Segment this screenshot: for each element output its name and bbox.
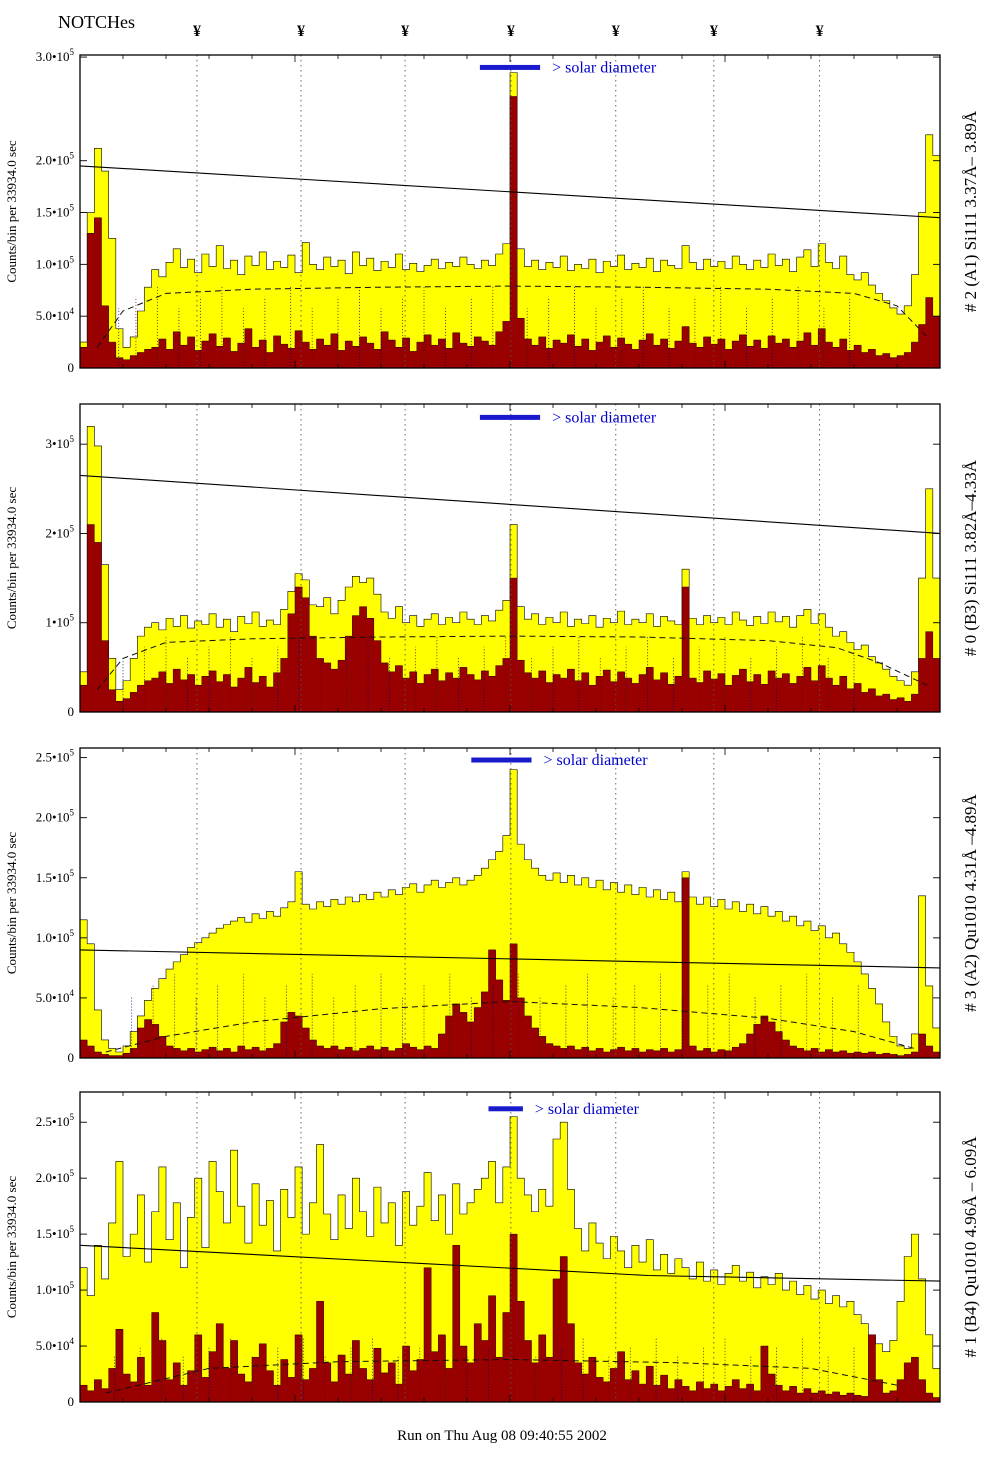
y-tick-label: 5.0•104 bbox=[36, 988, 75, 1005]
trend-line bbox=[79, 474, 941, 534]
background-dashed-curve bbox=[105, 1000, 915, 1053]
y-tick-label: 2.0•105 bbox=[36, 1168, 75, 1185]
y-tick-label: 0 bbox=[68, 360, 75, 375]
solar-diameter-bar bbox=[488, 1106, 523, 1112]
notch-symbol-6: ¥ bbox=[710, 23, 718, 40]
solar-diameter-bar bbox=[471, 757, 532, 763]
notch-symbol-1: ¥ bbox=[193, 23, 201, 40]
notch-symbol-4: ¥ bbox=[507, 23, 515, 40]
y-tick-label: 1.0•105 bbox=[36, 254, 75, 271]
y-tick-label: 1.5•105 bbox=[36, 1224, 75, 1241]
y-tick-label: 3.0•105 bbox=[36, 47, 75, 64]
y-tick-label: 2.5•105 bbox=[36, 748, 75, 765]
notch-symbol-3: ¥ bbox=[401, 23, 409, 40]
solar-diameter-label: > solar diameter bbox=[552, 409, 657, 426]
trend-line bbox=[79, 1244, 941, 1282]
right-panel-label: # 3 (A2) Qu1010 4.31Å –4.89Å bbox=[961, 793, 980, 1011]
notch-symbol-7: ¥ bbox=[816, 23, 824, 40]
trend-line bbox=[79, 165, 941, 219]
red-histogram bbox=[79, 877, 941, 1059]
footer-run-text: Run on Thu Aug 08 09:40:55 2002 bbox=[397, 1428, 607, 1444]
red-histogram bbox=[79, 96, 941, 369]
y-tick-label: 1.0•105 bbox=[36, 928, 75, 945]
red-histogram bbox=[79, 1233, 941, 1403]
y-tick-label: 3•105 bbox=[45, 434, 74, 451]
notches-header-label: NOTCHes bbox=[58, 12, 135, 32]
y-axis-title: Counts/bin per 33934.0 sec bbox=[4, 487, 19, 629]
red-histogram bbox=[79, 524, 941, 713]
y-tick-label: 1•105 bbox=[45, 613, 74, 630]
solar-diameter-bar bbox=[479, 414, 541, 420]
y-tick-label: 1.5•105 bbox=[36, 868, 75, 885]
y-tick-label: 0 bbox=[68, 704, 75, 719]
y-tick-label: 0 bbox=[68, 1050, 75, 1065]
background-dashed-curve bbox=[96, 285, 928, 348]
solar-diameter-label: > solar diameter bbox=[535, 1101, 640, 1118]
solar-diameter-bar bbox=[479, 64, 541, 70]
right-panel-label: # 1 (B4) Qu1010 4.96Å – 6.09Å bbox=[961, 1136, 980, 1358]
y-tick-label: 2.0•105 bbox=[36, 151, 75, 168]
y-tick-label: 2•105 bbox=[45, 523, 74, 540]
y-axis-title: Counts/bin per 33934.0 sec bbox=[4, 140, 19, 282]
solar-diameter-label: > solar diameter bbox=[552, 59, 657, 76]
y-axis-title: Counts/bin per 33934.0 sec bbox=[4, 1176, 19, 1318]
yellow-histogram bbox=[79, 769, 941, 1059]
right-panel-label: # 2 (A1) Si111 3.37Å– 3.89Å bbox=[961, 110, 980, 312]
notch-symbol-2: ¥ bbox=[297, 23, 305, 40]
y-tick-label: 0 bbox=[68, 1394, 75, 1409]
trend-line bbox=[79, 949, 941, 969]
y-tick-label: 1.5•105 bbox=[36, 203, 75, 220]
panel-3: 2.5•105 2.0•105 1.5•105 1.0•105 5.0•104 0 Coun… bbox=[4, 747, 980, 1065]
y-tick-label: 2.5•105 bbox=[36, 1112, 75, 1129]
panel-1: 3.0•105 2.0•105 1.5•105 1.0•105 5.0•104 0 Coun… bbox=[4, 47, 980, 375]
notch-symbols-row: ¥ ¥ ¥ ¥ ¥ ¥ ¥ bbox=[193, 23, 824, 40]
background-dashed-curve bbox=[96, 635, 928, 691]
y-tick-label: 2.0•105 bbox=[36, 808, 75, 825]
y-axis-title: Counts/bin per 33934.0 sec bbox=[4, 832, 19, 974]
y-tick-label: 1.0•105 bbox=[36, 1280, 75, 1297]
panel-2: 3•105 2•105 1•105 0 Counts/bin per 33934.0 s… bbox=[4, 403, 980, 719]
right-panel-label: # 0 (B3) Si111 3.82Å–4.33Å bbox=[961, 459, 980, 656]
y-tick-label: 5.0•104 bbox=[36, 1336, 75, 1353]
notch-symbol-5: ¥ bbox=[612, 23, 620, 40]
solar-diameter-label: > solar diameter bbox=[544, 752, 649, 769]
panel-4: 2.5•105 2.0•105 1.5•105 1.0•105 5.0•104 0 Coun… bbox=[4, 1091, 980, 1409]
y-tick-label: 5.0•104 bbox=[36, 306, 75, 323]
